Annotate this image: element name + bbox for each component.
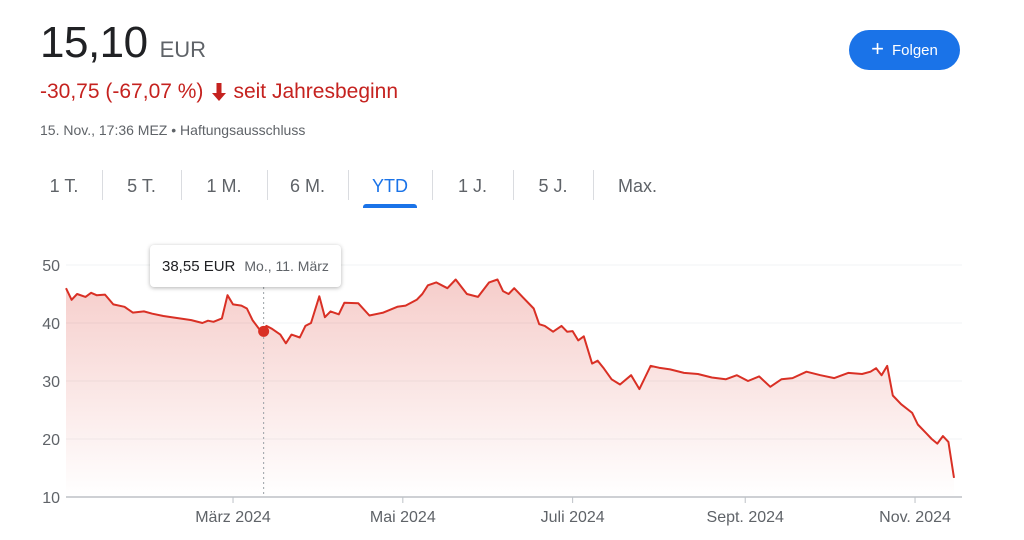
tab-1-month[interactable]: 1 M. xyxy=(181,168,267,204)
y-axis: 10 20 30 40 50 xyxy=(42,258,60,507)
tab-1-year[interactable]: 1 J. xyxy=(432,168,513,204)
change-period: seit Jahresbeginn xyxy=(233,80,399,103)
active-tab-indicator xyxy=(363,204,417,208)
tooltip-price: 38,55 EUR xyxy=(162,257,236,275)
x-axis: März 2024 Mai 2024 Juli 2024 Sept. 2024 Nov.… xyxy=(195,497,951,526)
tab-ytd[interactable]: YTD xyxy=(348,168,432,208)
price-line xyxy=(65,278,955,479)
tab-5-years[interactable]: 5 J. xyxy=(513,168,593,204)
tooltip-date: Mo., 11. März xyxy=(244,258,329,274)
timestamp: 15. Nov., 17:36 MEZ xyxy=(40,122,168,138)
current-price: 15,10 xyxy=(40,18,148,67)
tab-max[interactable]: Max. xyxy=(593,168,682,204)
x-tick-label: Sept. 2024 xyxy=(707,509,785,526)
change-percent: (-67,07 %) xyxy=(105,80,204,103)
tab-5-days[interactable]: 5 T. xyxy=(102,168,181,204)
separator-dot: • xyxy=(171,122,177,138)
currency-label: EUR xyxy=(159,37,207,62)
chart-tooltip: 38,55 EUR Mo., 11. März xyxy=(150,245,341,287)
x-tick-label: Juli 2024 xyxy=(541,509,605,526)
y-tick-label: 40 xyxy=(42,316,60,333)
x-tick-label: März 2024 xyxy=(195,509,271,526)
timestamp-row: 15. Nov., 17:36 MEZ • Haftungsausschluss xyxy=(40,122,305,138)
y-tick-label: 50 xyxy=(42,258,60,275)
x-tick-label: Mai 2024 xyxy=(370,509,436,526)
price-change: -30,75 (-67,07 %) seit Jahresbeginn xyxy=(40,80,398,104)
tab-6-months[interactable]: 6 M. xyxy=(267,168,348,204)
y-tick-label: 30 xyxy=(42,374,60,391)
price-area xyxy=(66,279,954,497)
follow-button-label: Folgen xyxy=(891,41,938,59)
y-tick-label: 20 xyxy=(42,432,60,449)
y-tick-label: 10 xyxy=(42,490,60,507)
hover-dot xyxy=(258,325,270,337)
tab-1-day[interactable]: 1 T. xyxy=(49,175,79,196)
arrow-down-icon xyxy=(212,83,227,101)
plus-icon: + xyxy=(871,36,884,61)
price-header: 15,10 EUR xyxy=(40,18,206,68)
change-value: -30,75 xyxy=(40,80,100,103)
disclaimer-link[interactable]: Haftungsausschluss xyxy=(180,122,306,138)
range-tabs: 1 T. 5 T. 1 M. 6 M. YTD 1 J. 5 J. Max. xyxy=(26,168,682,208)
follow-button[interactable]: + Folgen xyxy=(849,30,960,70)
x-tick-label: Nov. 2024 xyxy=(879,509,951,526)
